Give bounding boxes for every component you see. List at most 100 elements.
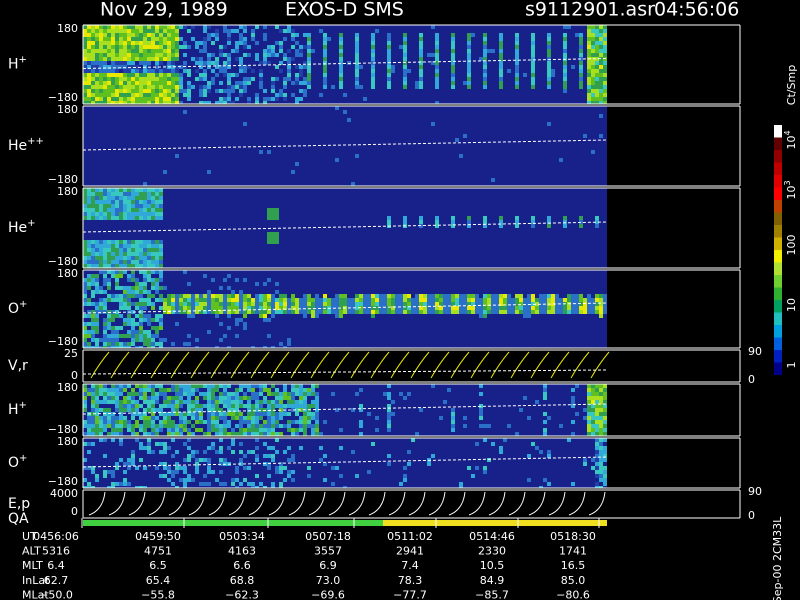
spectrum-cell bbox=[175, 408, 179, 412]
spectrum-cell bbox=[95, 474, 99, 478]
spectrum-cell bbox=[331, 466, 335, 470]
spectrum-cell bbox=[419, 73, 423, 77]
spectrum-cell bbox=[575, 33, 579, 37]
spectrum-cell bbox=[115, 482, 119, 486]
spectrum-cell bbox=[267, 97, 271, 101]
spectrum-cell bbox=[283, 294, 287, 298]
spectrum-cell bbox=[323, 53, 327, 57]
spectrum-cell bbox=[263, 442, 267, 446]
spectrum-cell bbox=[215, 416, 219, 420]
spectrum-cell bbox=[591, 97, 595, 101]
spectrum-cell bbox=[163, 416, 167, 420]
spectrum-cell bbox=[183, 110, 187, 114]
spectrum-cell bbox=[83, 314, 87, 318]
spectrum-cell bbox=[195, 306, 199, 310]
spectrum-cell bbox=[99, 388, 103, 392]
spectrum-cell bbox=[203, 69, 207, 73]
spectrum-cell bbox=[603, 93, 607, 97]
spectrum-cell bbox=[103, 318, 107, 322]
spectrum-cell bbox=[515, 294, 519, 298]
spectrum-cell bbox=[247, 424, 251, 428]
energy-trace bbox=[428, 491, 446, 516]
spectrum-cell bbox=[311, 416, 315, 420]
spectrum-cell bbox=[103, 240, 107, 244]
spectrum-cell bbox=[167, 45, 171, 49]
radius-line bbox=[82, 369, 608, 375]
spectrum-cell bbox=[127, 248, 131, 252]
spectrum-cell bbox=[451, 306, 455, 310]
spectrum-cell bbox=[91, 302, 95, 306]
spectrum-cell bbox=[255, 396, 259, 400]
spectrum-cell bbox=[107, 310, 111, 314]
spectrum-cell bbox=[123, 200, 127, 204]
spectrum-cell bbox=[159, 25, 163, 29]
spectrum-cell bbox=[547, 450, 551, 454]
spectrum-cell bbox=[431, 306, 435, 310]
spectrum-cell bbox=[595, 69, 599, 73]
spectrum-cell bbox=[247, 412, 251, 416]
spectrum-cell bbox=[131, 400, 135, 404]
spectrum-cell bbox=[231, 412, 235, 416]
spectrum-cell bbox=[151, 252, 155, 256]
spectrum-cell bbox=[131, 290, 135, 294]
spectrum-cell bbox=[267, 388, 271, 392]
spectrum-cell bbox=[159, 53, 163, 57]
spectrum-cell bbox=[87, 314, 91, 318]
spectrum-cell bbox=[591, 49, 595, 53]
spectrum-cell bbox=[579, 298, 583, 302]
spectrum-cell bbox=[583, 302, 587, 306]
spectrum-cell bbox=[287, 392, 291, 396]
spectrum-cell bbox=[87, 81, 91, 85]
spectrum-cell bbox=[483, 302, 487, 306]
spectrum-cell bbox=[527, 298, 531, 302]
spectrum-cell bbox=[595, 486, 599, 488]
spectrum-cell bbox=[563, 65, 567, 69]
spectrum-cell bbox=[223, 69, 227, 73]
spectrum-cell bbox=[343, 110, 347, 114]
spectrum-cell bbox=[143, 93, 147, 97]
spectrum-cell bbox=[483, 314, 487, 318]
spectrum-cell bbox=[155, 326, 159, 330]
spectrum-cell bbox=[147, 404, 151, 408]
spectrum-cell bbox=[239, 458, 243, 462]
spectrum-cell bbox=[91, 470, 95, 474]
spectrum-cell bbox=[255, 420, 259, 424]
spectrum-cell bbox=[183, 388, 187, 392]
spectrum-cell bbox=[83, 404, 87, 408]
spectrum-cell bbox=[571, 396, 575, 400]
spectrum-cell bbox=[195, 450, 199, 454]
spectrum-cell bbox=[239, 412, 243, 416]
energy-trace bbox=[388, 491, 406, 516]
spectrum-cell bbox=[175, 93, 179, 97]
spectrum-cell bbox=[471, 298, 475, 302]
spectrum-cell bbox=[507, 310, 511, 314]
spectrum-cell bbox=[503, 306, 507, 310]
spectrum-cell bbox=[135, 264, 139, 268]
spectrum-cell bbox=[195, 61, 199, 65]
spectrum-cell bbox=[295, 400, 299, 404]
spectrum-cell bbox=[111, 260, 115, 264]
spectrum-cell bbox=[467, 302, 471, 306]
spectrum-cell bbox=[235, 302, 239, 306]
spectrum-cell bbox=[107, 318, 111, 322]
spectrum-cell bbox=[299, 81, 303, 85]
spectrum-cell bbox=[191, 306, 195, 310]
spectrum-cell bbox=[103, 438, 107, 442]
spectrum-cell bbox=[403, 474, 407, 478]
spectrum-cell bbox=[275, 298, 279, 302]
spectrum-cell bbox=[499, 41, 503, 45]
spectrum-cell bbox=[175, 154, 179, 158]
spectrum-cell bbox=[199, 85, 203, 89]
spectrum-cell bbox=[339, 446, 343, 450]
spectrum-cell bbox=[355, 81, 359, 85]
spectrum-cell bbox=[447, 306, 451, 310]
right-top-label: 90 bbox=[748, 485, 762, 498]
spectrum-cell bbox=[131, 53, 135, 57]
spectrum-cell bbox=[119, 442, 123, 446]
spectrum-cell bbox=[303, 424, 307, 428]
row-value: 6.9 bbox=[319, 559, 337, 572]
spectrum-cell bbox=[87, 196, 91, 200]
spectrum-cell bbox=[591, 33, 595, 37]
spectrum-cell bbox=[179, 432, 183, 436]
spectrum-cell bbox=[515, 432, 519, 436]
